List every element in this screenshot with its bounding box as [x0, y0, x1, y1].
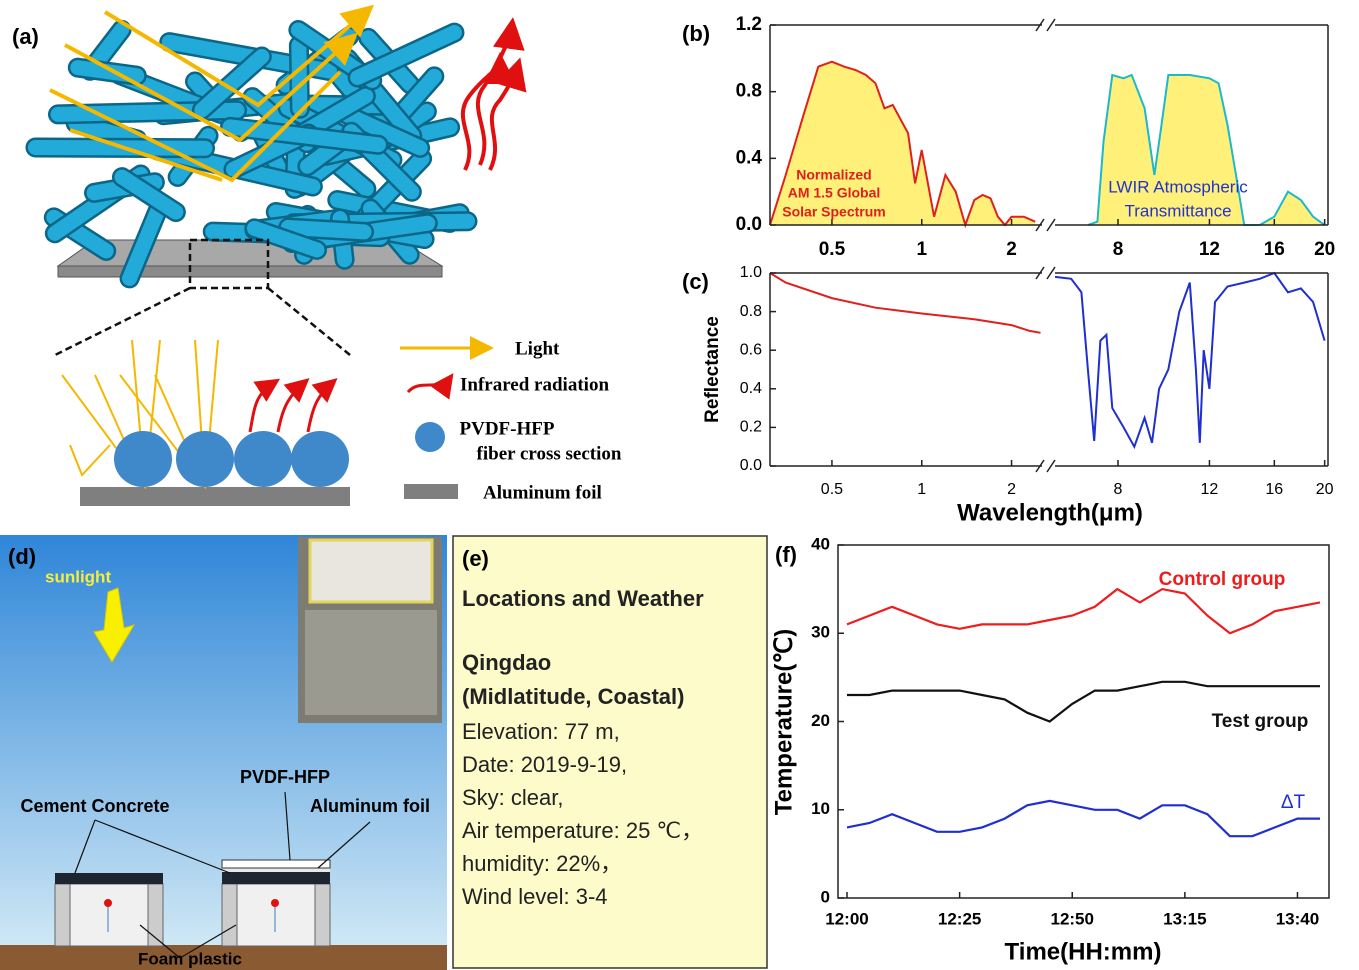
x-tick-label: 20 — [1316, 481, 1334, 498]
y-tick-label: 0.0 — [736, 214, 762, 235]
legend-ir — [408, 378, 450, 392]
weather-line: Air temperature: 25 ℃， — [462, 818, 703, 843]
y-tick-label: 0.4 — [740, 380, 762, 397]
panel-e: (e) Locations and Weather Qingdao (Midla… — [453, 536, 767, 968]
panel-label: (b) — [682, 21, 710, 46]
series-label: Test group — [1212, 711, 1309, 732]
annotation: Transmittance — [1124, 201, 1231, 220]
y-tick-label: 10 — [811, 799, 830, 818]
x-tick-label: 2 — [1006, 239, 1017, 260]
axis-break — [1047, 460, 1055, 472]
y-tick-label: 20 — [811, 711, 830, 730]
panel-label: (a) — [12, 24, 39, 49]
y-axis-label: Reflectance — [702, 316, 723, 423]
site: Qingdao — [462, 650, 551, 675]
temperature-line — [847, 801, 1320, 836]
spectrum-line — [770, 273, 1041, 333]
series-label: Control group — [1159, 569, 1286, 590]
label: sunlight — [45, 567, 111, 586]
label: PVDF-HFP — [240, 767, 330, 787]
x-tick-label: 1 — [917, 481, 926, 498]
x-tick-label: 12 — [1199, 239, 1220, 260]
weather-line: humidity: 22%， — [462, 851, 622, 876]
annotation: Solar Spectrum — [782, 204, 885, 220]
y-tick-label: 30 — [811, 623, 830, 642]
y-tick-label: 0.2 — [740, 419, 762, 436]
weather-line: Date: 2019-9-19, — [462, 752, 627, 777]
x-tick-label: 20 — [1314, 239, 1335, 260]
y-tick-label: 0 — [821, 887, 830, 906]
y-tick-label: 40 — [811, 534, 830, 553]
panel-d: (d) sunlight PVDF-HFP Cement Concrete Al… — [0, 535, 447, 970]
temperature-line — [847, 589, 1320, 633]
x-tick-label: 12:00 — [825, 909, 868, 928]
fiber — [299, 45, 300, 108]
legend-foil — [404, 484, 458, 499]
x-tick-label: 0.5 — [819, 239, 846, 260]
x-tick-label: 12:50 — [1050, 909, 1093, 928]
series-label: ΔT — [1281, 792, 1306, 813]
legend-text: Infrared radiation — [460, 374, 609, 395]
label: Foam plastic — [138, 949, 242, 968]
x-tick-label: 12 — [1201, 481, 1219, 498]
y-tick-label: 0.6 — [740, 341, 762, 358]
panel-a: (a) Light Infrared radiation PVDF-HFP fi… — [12, 10, 622, 506]
legend-text: PVDF-HFP — [460, 418, 555, 439]
axis-break — [1047, 19, 1055, 31]
label: Aluminum foil — [310, 796, 430, 816]
site: (Midlatitude, Coastal) — [462, 684, 684, 709]
y-axis-label: Temperature(℃) — [770, 629, 797, 816]
x-tick-label: 8 — [1114, 481, 1123, 498]
annotation: Normalized — [796, 167, 871, 183]
axis-frame — [770, 273, 1042, 466]
x-tick-label: 13:15 — [1163, 909, 1206, 928]
axis-break — [1047, 267, 1055, 279]
ir-detail — [250, 382, 333, 432]
y-tick-label: 0.4 — [736, 147, 763, 168]
legend-text: fiber cross section — [477, 443, 622, 464]
legend-text: Aluminum foil — [483, 482, 602, 503]
fiber-sections — [114, 431, 349, 487]
zoom-line — [55, 288, 190, 355]
legend-text: Light — [515, 338, 560, 359]
zoom-line — [268, 288, 350, 355]
weather-line: Elevation: 77 m, — [462, 719, 620, 744]
ir-arrows — [463, 25, 518, 170]
photo-sample — [310, 540, 432, 602]
annotation: AM 1.5 Global — [788, 185, 881, 201]
y-tick-label: 0.0 — [740, 457, 762, 474]
x-tick-label: 13:40 — [1276, 909, 1319, 928]
weather-line: Wind level: 3-4 — [462, 884, 608, 909]
heading: Locations and Weather — [462, 586, 704, 611]
slab-front — [58, 266, 442, 277]
y-tick-label: 1.2 — [736, 14, 762, 35]
figure: (a) Light Infrared radiation PVDF-HFP fi… — [0, 0, 1359, 970]
foil — [80, 487, 350, 506]
y-tick-label: 1.0 — [740, 264, 762, 281]
x-tick-label: 2 — [1007, 481, 1016, 498]
panel-label: (c) — [682, 269, 709, 294]
y-tick-label: 0.8 — [740, 303, 762, 320]
x-tick-label: 16 — [1264, 239, 1285, 260]
photo-block — [305, 610, 437, 715]
panel-label: (f) — [775, 542, 797, 567]
legend-fiber — [415, 422, 445, 452]
x-tick-label: 0.5 — [821, 481, 843, 498]
spectrum-line — [1055, 273, 1325, 447]
fiber — [288, 227, 364, 231]
label: Cement Concrete — [20, 796, 169, 816]
panel-label: (e) — [462, 546, 489, 571]
x-axis-label: Time(HH:mm) — [1005, 938, 1162, 965]
weather-line: Sky: clear, — [462, 785, 563, 810]
x-axis-label: Wavelength(μm) — [957, 499, 1143, 526]
y-tick-label: 0.8 — [736, 81, 762, 102]
panel-label: (d) — [8, 544, 36, 569]
x-tick-label: 8 — [1113, 239, 1124, 260]
axis-break — [1047, 219, 1055, 231]
x-tick-label: 1 — [916, 239, 927, 260]
x-tick-label: 16 — [1265, 481, 1283, 498]
x-tick-label: 12:25 — [938, 909, 981, 928]
annotation: LWIR Atmospheric — [1108, 177, 1248, 196]
